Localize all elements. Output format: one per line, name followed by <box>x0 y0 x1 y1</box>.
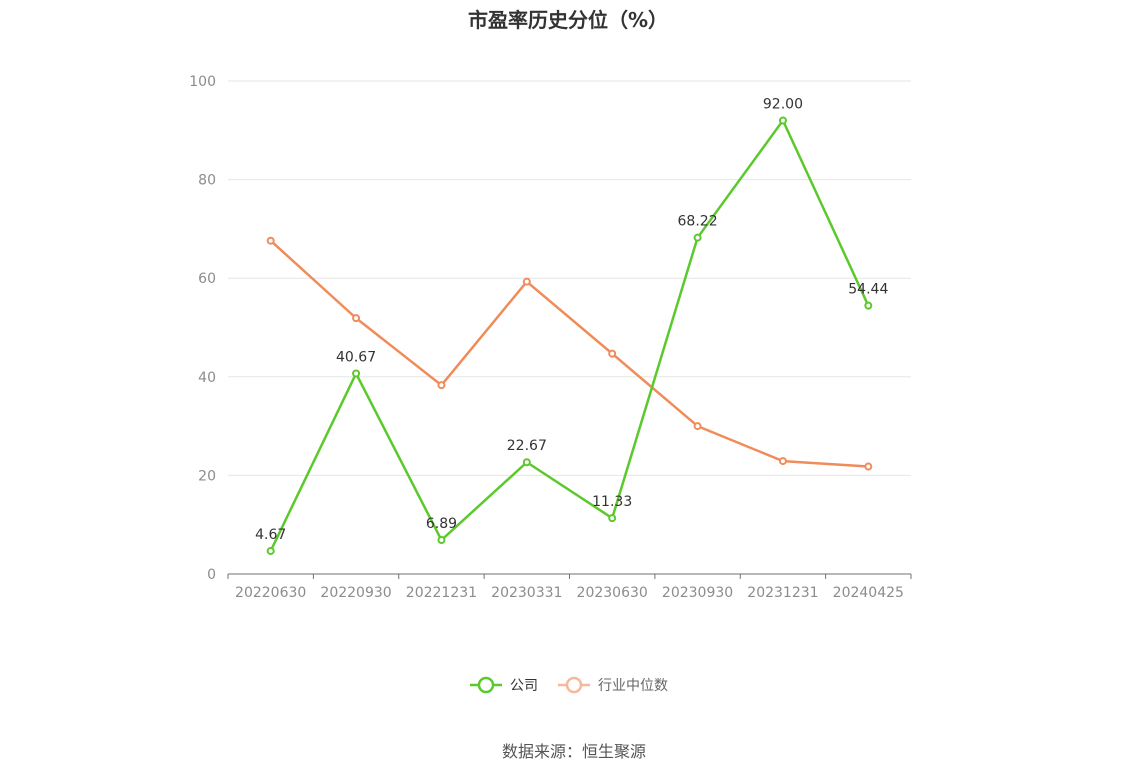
series-point-0[interactable] <box>352 369 361 378</box>
y-tick-label: 40 <box>198 370 216 386</box>
x-tick-label: 20221231 <box>406 585 477 601</box>
x-tick-label: 20220930 <box>320 585 391 601</box>
data-label: 11.33 <box>592 494 632 510</box>
y-tick-label: 60 <box>198 271 216 287</box>
x-axis: 0 20 40 60 80 100 20220630 20220930 20221231 2023… <box>189 74 912 601</box>
legend-label: 行业中位数 <box>598 678 668 694</box>
series-point-1[interactable] <box>266 236 275 245</box>
series-point-0[interactable] <box>266 546 275 555</box>
data-labels: 4.67 40.67 6.89 22.67 11.33 68.22 92.00 54.44 <box>255 96 888 543</box>
x-tick-label: 20230331 <box>491 585 562 601</box>
legend-marker-icon <box>477 676 495 694</box>
series-point-1[interactable] <box>778 457 787 466</box>
legend-item-1[interactable]: 行业中位数 <box>558 676 668 694</box>
series-point-1[interactable] <box>864 462 873 471</box>
data-label: 54.44 <box>848 282 888 298</box>
series-line-1 <box>269 239 869 468</box>
series-point-1[interactable] <box>437 381 446 390</box>
data-label: 22.67 <box>507 438 547 454</box>
x-tick-label: 20220630 <box>235 585 306 601</box>
series-point-0[interactable] <box>608 514 617 523</box>
chart-title: 市盈率历史分位（%） <box>467 8 669 32</box>
series-point-1[interactable] <box>608 349 617 358</box>
data-label: 68.22 <box>678 214 718 230</box>
legend-label: 公司 <box>510 678 538 694</box>
source-note: 数据来源：恒生聚源 <box>501 742 646 761</box>
data-label: 92.00 <box>763 96 803 112</box>
x-tick-label: 20240425 <box>833 585 904 601</box>
data-label: 4.67 <box>255 527 286 543</box>
y-tick-label: 100 <box>189 74 216 90</box>
x-tick-label: 20230630 <box>577 585 648 601</box>
x-tick-label: 20231231 <box>747 585 818 601</box>
x-tick-label: 20230930 <box>662 585 733 601</box>
y-tick-label: 0 <box>207 567 216 583</box>
series-point-0[interactable] <box>437 536 446 545</box>
series-point-0[interactable] <box>778 116 787 125</box>
legend-marker-icon <box>565 676 583 694</box>
series-layer <box>266 116 873 555</box>
data-label: 40.67 <box>336 349 376 365</box>
y-tick-label: 20 <box>198 468 216 484</box>
series-point-0[interactable] <box>693 233 702 242</box>
grid-lines <box>228 80 911 476</box>
y-tick-label: 80 <box>198 173 216 189</box>
series-point-1[interactable] <box>522 277 531 286</box>
data-label: 6.89 <box>426 516 457 532</box>
series-point-0[interactable] <box>522 458 531 467</box>
legend[interactable]: 公司 行业中位数 <box>470 676 668 694</box>
series-point-0[interactable] <box>864 301 873 310</box>
series-point-1[interactable] <box>352 314 361 323</box>
series-point-1[interactable] <box>693 422 702 431</box>
legend-item-0[interactable]: 公司 <box>470 676 538 694</box>
series-line-0 <box>269 119 870 552</box>
